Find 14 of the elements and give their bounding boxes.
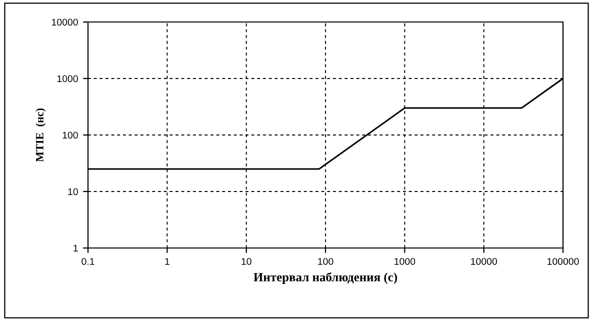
x-axis-title: Интервал наблюдения (с) [254, 272, 397, 284]
y-tick-label: 10 [68, 188, 78, 196]
x-tick-label: 10000 [471, 258, 497, 265]
y-tick-label: 100 [62, 132, 78, 139]
x-tick-label: 0.1 [82, 258, 94, 265]
y-tick-label: 10000 [52, 18, 78, 26]
x-tick-label: 1000 [394, 258, 416, 265]
y-tick-label: 1 [74, 244, 78, 252]
x-tick-label: 1 [165, 258, 170, 265]
y-axis-title: MTIE (нс) [36, 108, 46, 162]
x-tick-label: 10 [242, 258, 252, 265]
x-tick-label: 100000 [548, 258, 579, 265]
x-tick-label: 100 [318, 258, 334, 265]
y-tick-label: 1000 [57, 75, 78, 82]
